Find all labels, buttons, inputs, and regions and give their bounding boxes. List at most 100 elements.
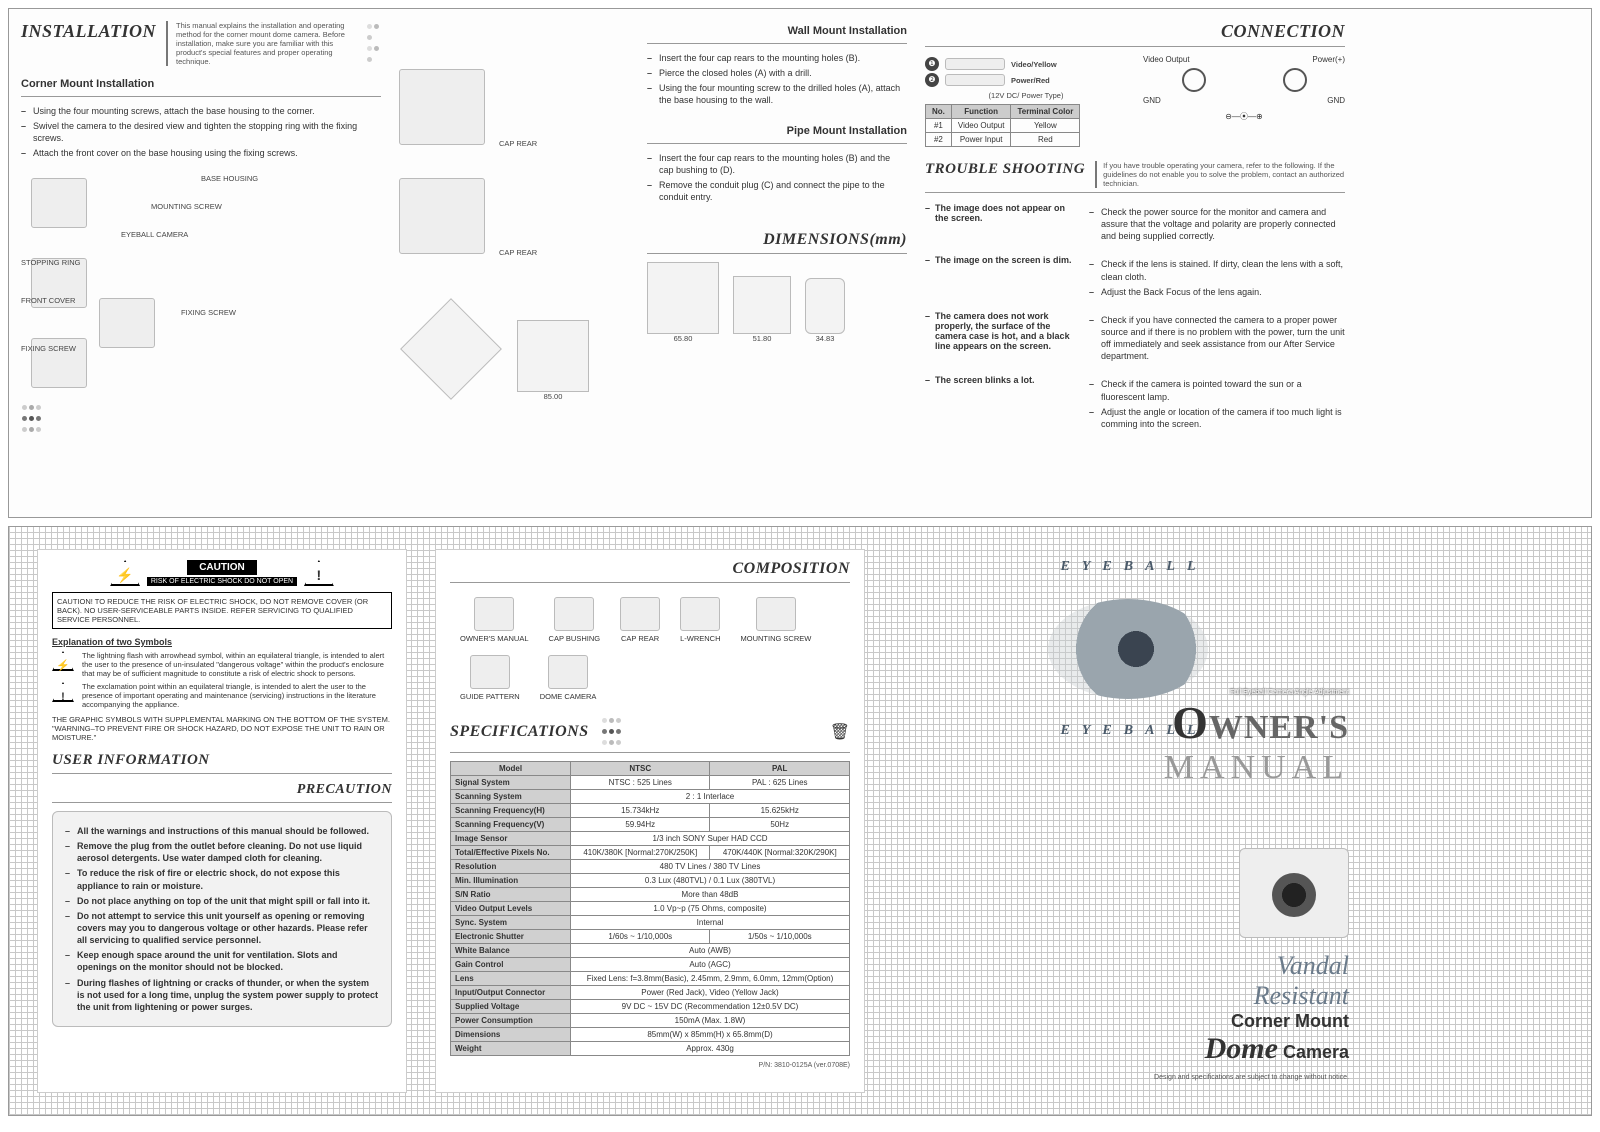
- caution-subtitle: RISK OF ELECTRIC SHOCK DO NOT OPEN: [147, 577, 297, 586]
- dim-label: 34.83: [805, 334, 845, 343]
- exclaim-explain: The exclamation point within an equilate…: [82, 682, 392, 709]
- table-cell: Resolution: [451, 860, 571, 874]
- table-cell: 150mA (Max. 1.8W): [571, 1014, 850, 1028]
- product-branding: Vandal Resistant Corner Mount Dome Camer…: [1154, 848, 1349, 1081]
- label-mounting-screw: MOUNTING SCREW: [151, 202, 222, 211]
- list-item: Do not place anything on top of the unit…: [65, 895, 379, 907]
- table-row: Video Output Levels1.0 Vp~p (75 Ohms, co…: [451, 902, 850, 916]
- table-cell: Red: [1011, 133, 1080, 147]
- graphic-note: THE GRAPHIC SYMBOLS WITH SUPPLEMENTAL MA…: [52, 715, 392, 742]
- power-jack-label: Power/Red: [1011, 76, 1050, 85]
- composition-icon: [756, 597, 796, 631]
- composition-item: L-WRENCH: [680, 597, 720, 643]
- composition-item: DOME CAMERA: [540, 655, 597, 701]
- owners-manual-title: OOWNER'SWNER'S MANUAL: [1164, 696, 1349, 787]
- table-cell: Yellow: [1011, 119, 1080, 133]
- table-row: Supplied Voltage9V DC ~ 15V DC (Recommen…: [451, 1000, 850, 1014]
- pipe-mount-heading: Pipe Mount Installation: [647, 125, 907, 137]
- gnd-label-2: GND: [1327, 96, 1345, 105]
- table-row: Resolution480 TV Lines / 380 TV Lines: [451, 860, 850, 874]
- dim-label: 85.00: [517, 392, 589, 401]
- table-cell: Power (Red Jack), Video (Yellow Jack): [571, 986, 850, 1000]
- exploded-diagram: BASE HOUSING MOUNTING SCREW EYEBALL CAME…: [21, 168, 381, 398]
- decorative-dots-icon: [601, 715, 622, 748]
- table-cell: S/N Ratio: [451, 888, 571, 902]
- corner-mount-word: Corner Mount: [1231, 1011, 1349, 1031]
- table-cell: 15.625kHz: [710, 804, 850, 818]
- table-cell: Auto (AGC): [571, 958, 850, 972]
- composition-icon: [470, 655, 510, 689]
- troubleshoot-intro: If you have trouble operating your camer…: [1103, 161, 1345, 188]
- troubleshoot-title: TROUBLE SHOOTING: [925, 161, 1085, 178]
- composition-item: OWNER'S MANUAL: [460, 597, 529, 643]
- table-cell: Image Sensor: [451, 832, 571, 846]
- table-row: Scanning Frequency(H)15.734kHz15.625kHz: [451, 804, 850, 818]
- composition-label: OWNER'S MANUAL: [460, 634, 529, 643]
- table-cell: 470K/440K [Normal:320K/290K]: [710, 846, 850, 860]
- caution-title: CAUTION: [187, 560, 257, 575]
- decorative-dots-icon: [21, 402, 42, 435]
- trouble-solutions: Check the power source for the monitor a…: [1089, 203, 1345, 245]
- table-cell: Lens: [451, 972, 571, 986]
- list-item: Insert the four cap rears to the mountin…: [647, 152, 907, 176]
- table-cell: Video Output: [951, 119, 1011, 133]
- trouble-solutions: Check if the camera is pointed toward th…: [1089, 375, 1345, 433]
- installation-title: INSTALLATION: [21, 21, 156, 42]
- troubleshoot-list: The image does not appear on the screen.…: [925, 203, 1345, 433]
- design-note: Design and specifications are subject to…: [1154, 1074, 1349, 1081]
- table-cell: 1/3 inch SONY Super HAD CCD: [571, 832, 850, 846]
- table-cell: 480 TV Lines / 380 TV Lines: [571, 860, 850, 874]
- label-stopping-ring: STOPPING RING: [21, 258, 80, 267]
- wall-pipe-column: Wall Mount Installation Insert the four …: [647, 21, 907, 505]
- video-jack-icon: [945, 58, 1005, 70]
- installation-intro: This manual explains the installation an…: [176, 21, 356, 66]
- list-item: Remove the plug from the outlet before c…: [65, 840, 379, 864]
- table-cell: 1/60s ~ 1/10,000s: [571, 930, 710, 944]
- table-cell: 59.94Hz: [571, 818, 710, 832]
- composition-label: MOUNTING SCREW: [741, 634, 812, 643]
- cover-subtitle: Full Eyeball Camera Angle Adjustment: [1164, 689, 1349, 696]
- trouble-row: The screen blinks a lot.Check if the cam…: [925, 375, 1345, 433]
- trouble-row: The image does not appear on the screen.…: [925, 203, 1345, 245]
- table-cell: 9V DC ~ 15V DC (Recommendation 12±0.5V D…: [571, 1000, 850, 1014]
- trouble-row: The image on the screen is dim. Check if …: [925, 255, 1345, 300]
- table-cell: Internal: [571, 916, 850, 930]
- composition-icon: [554, 597, 594, 631]
- lightning-triangle-icon: ⚡: [110, 560, 140, 586]
- list-item: Using the four mounting screw to the dri…: [647, 82, 907, 106]
- power-plus-label: Power(+): [1312, 55, 1345, 64]
- trouble-problem: The image on the screen is dim.: [925, 255, 1075, 300]
- table-cell: Sync. System: [451, 916, 571, 930]
- video-jack-label: Video/Yellow: [1011, 60, 1057, 69]
- explain-heading: Explanation of two Symbols: [52, 637, 392, 647]
- composition-label: CAP REAR: [620, 634, 660, 643]
- list-item: Check if the lens is stained. If dirty, …: [1089, 258, 1345, 282]
- table-cell: 15.734kHz: [571, 804, 710, 818]
- table-cell: Power Consumption: [451, 1014, 571, 1028]
- table-row: Scanning Frequency(V)59.94Hz50Hz: [451, 818, 850, 832]
- part-number: P/N: 3810-0125A (ver.0708E): [450, 1062, 850, 1069]
- precaution-list: All the warnings and instructions of thi…: [65, 825, 379, 1013]
- table-row: Sync. SystemInternal: [451, 916, 850, 930]
- composition-icon: [680, 597, 720, 631]
- table-cell: 50Hz: [710, 818, 850, 832]
- connection-table: No. Function Terminal Color #1 Video Out…: [925, 104, 1080, 147]
- corner-mount-heading: Corner Mount Installation: [21, 78, 381, 90]
- exclaim-triangle-icon: !: [304, 560, 334, 586]
- list-item: Using the four mounting screws, attach t…: [21, 105, 381, 117]
- page-2-manual-sheet: ⚡ CAUTION RISK OF ELECTRIC SHOCK DO NOT …: [8, 526, 1592, 1116]
- table-header: Terminal Color: [1011, 105, 1080, 119]
- dimension-drawings-2: 65.80 51.80 34.83: [647, 262, 907, 343]
- label-front-cover: FRONT COVER: [21, 296, 75, 305]
- page-1-installation-sheet: INSTALLATION This manual explains the in…: [8, 8, 1592, 518]
- table-cell: Scanning System: [451, 790, 571, 804]
- table-cell: Gain Control: [451, 958, 571, 972]
- dimensions-title: DIMENSIONS(mm): [647, 231, 907, 249]
- composition-label: CAP BUSHING: [549, 634, 601, 643]
- table-cell: Auto (AWB): [571, 944, 850, 958]
- trouble-problem: The image does not appear on the screen.: [925, 203, 1075, 245]
- table-cell: White Balance: [451, 944, 571, 958]
- table-row: Dimensions85mm(W) x 85mm(H) x 65.8mm(D): [451, 1028, 850, 1042]
- table-cell: 1/50s ~ 1/10,000s: [710, 930, 850, 944]
- table-cell: 2 : 1 Interlace: [571, 790, 850, 804]
